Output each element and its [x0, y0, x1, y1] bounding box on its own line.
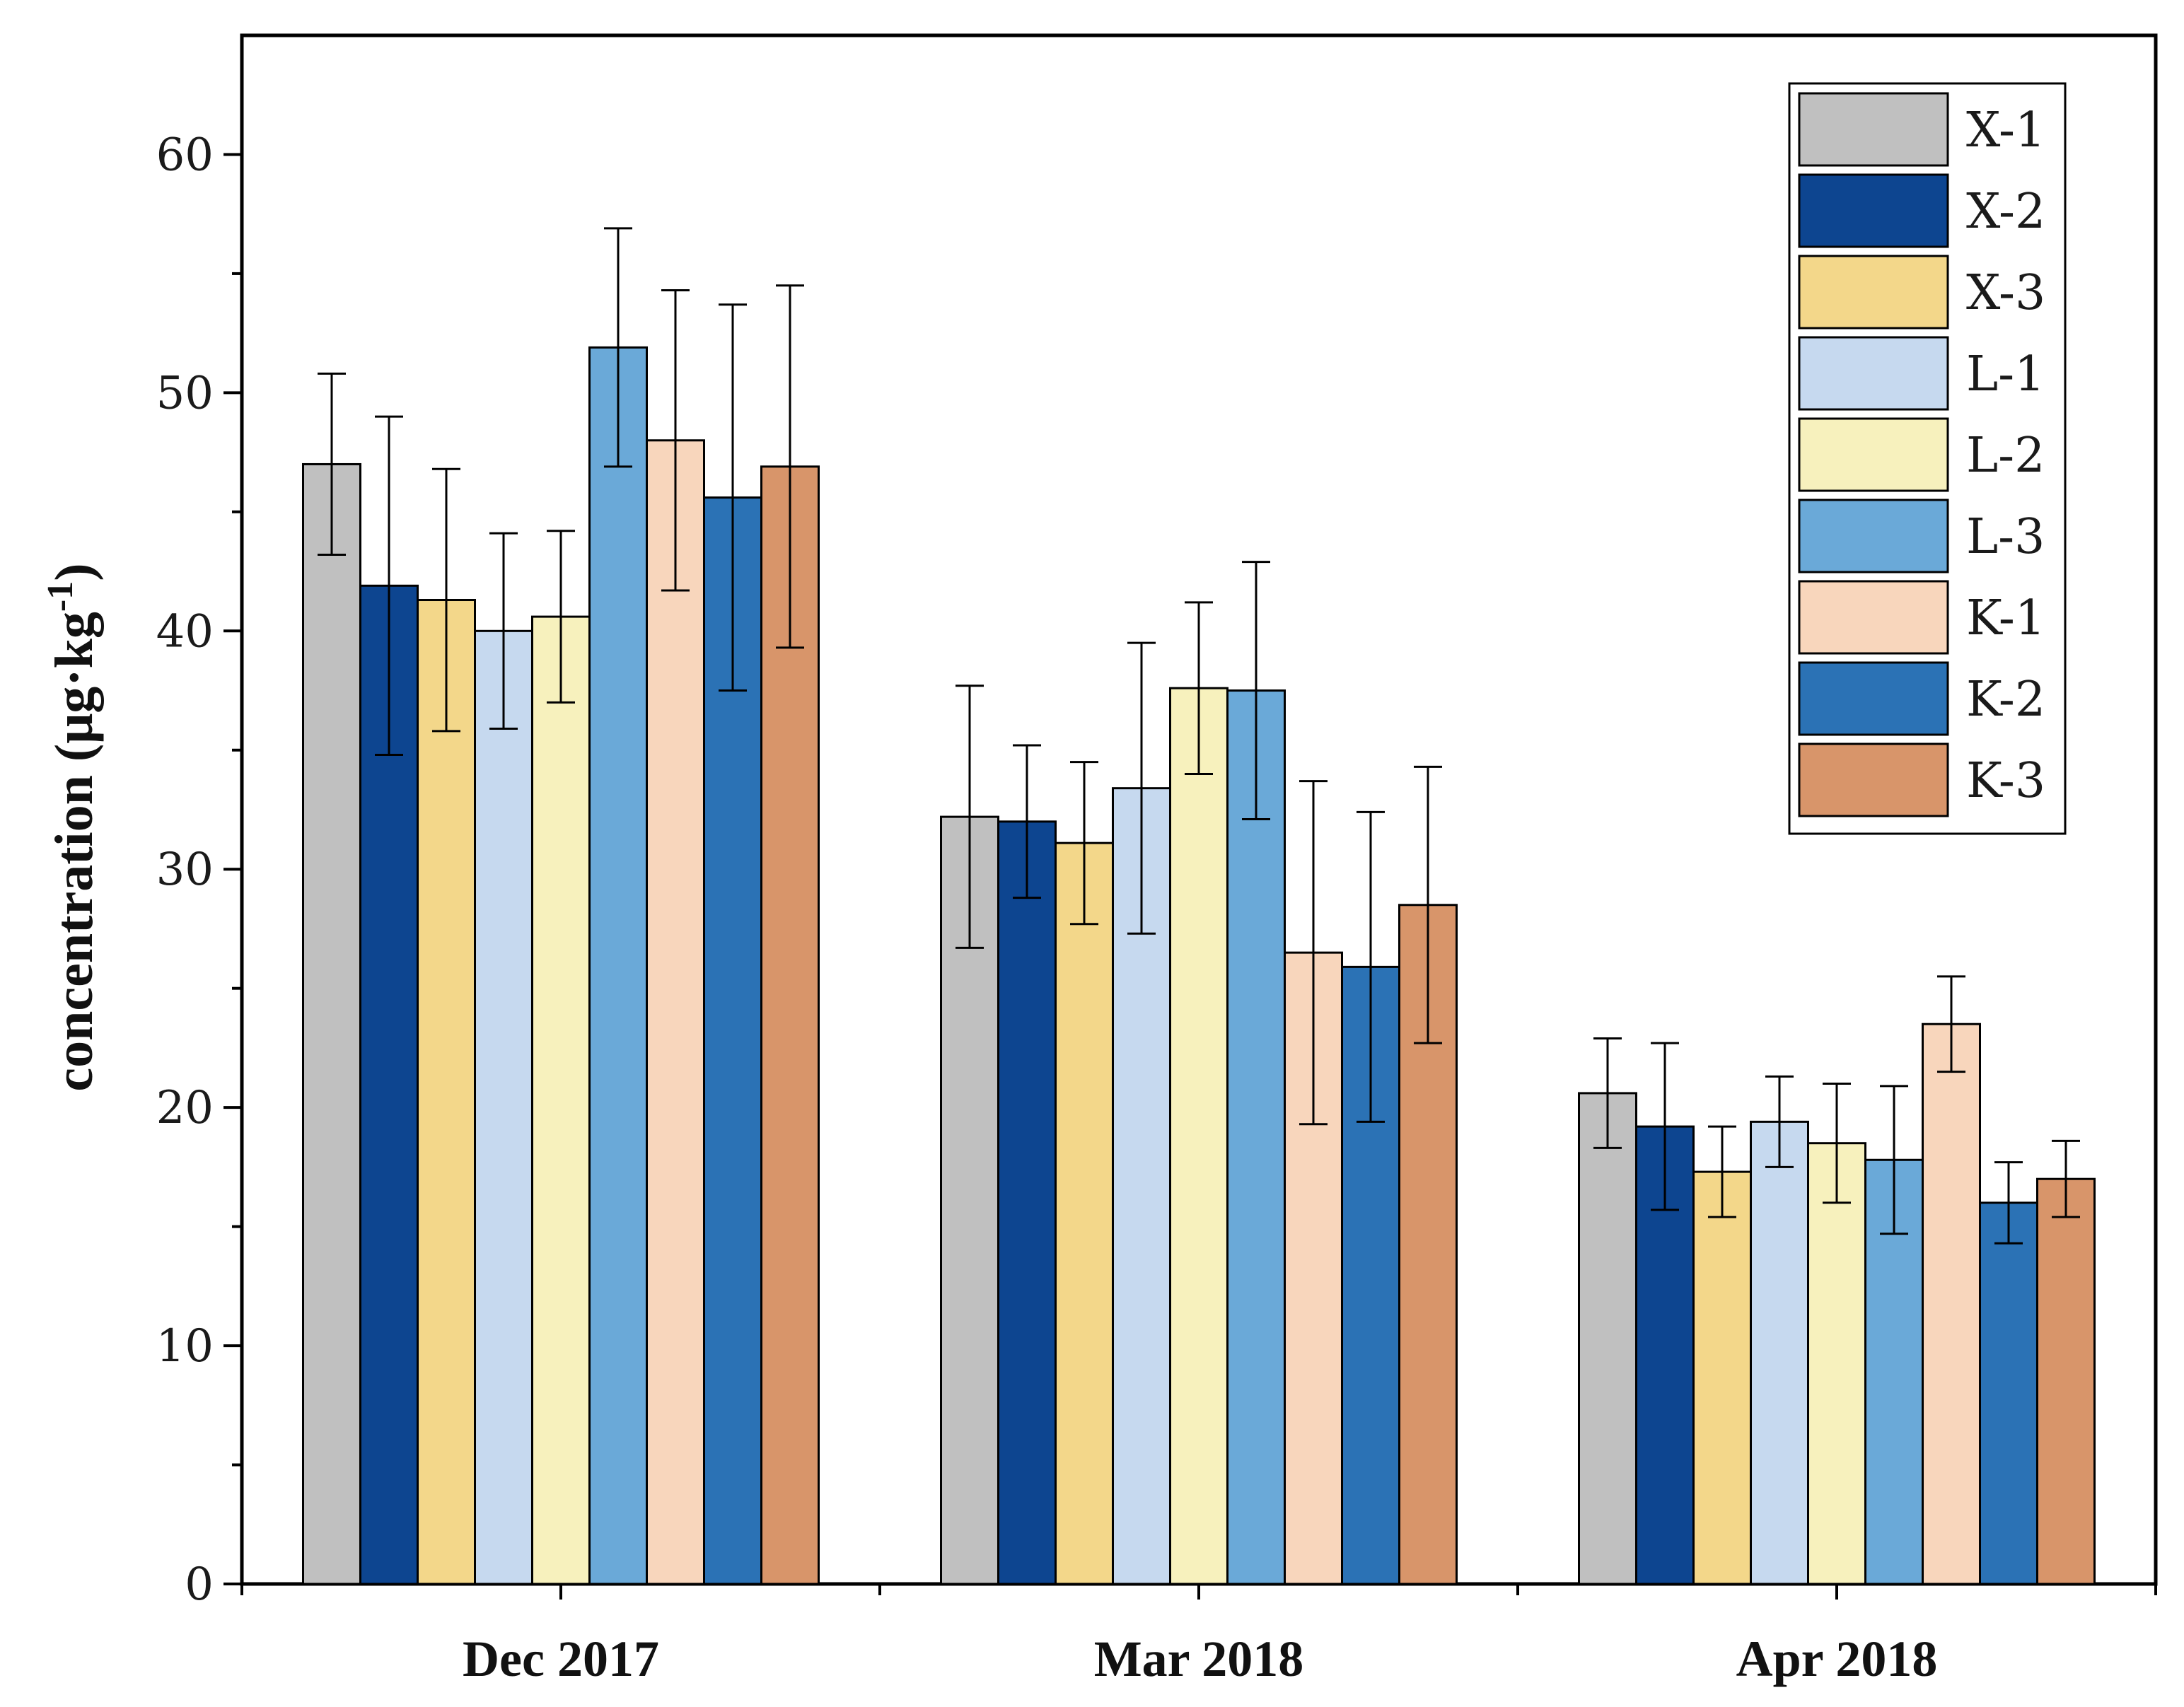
category-label: Dec 2017	[463, 1631, 659, 1687]
y-axis: 0 10 20 30 40 50 60	[156, 129, 242, 1611]
bar-L-1	[474, 629, 533, 1585]
legend-label: X-2	[1966, 184, 2045, 240]
bar-L-2	[1169, 687, 1228, 1585]
bar-X-1	[1578, 1092, 1637, 1585]
legend-swatch-X-1	[1798, 92, 1949, 167]
bars-layer	[302, 227, 2096, 1585]
legend: X-1 X-2 X-3 L-1 L-2 L-3 K-1 K-2 K-3	[1788, 82, 2067, 835]
legend-swatch-X-3	[1798, 255, 1949, 330]
legend-label: L-2	[1966, 428, 2045, 484]
bar-X-3	[1692, 1170, 1752, 1585]
category-label: Apr 2018	[1736, 1631, 1938, 1687]
bar-L-2	[1807, 1142, 1866, 1585]
bar-L-3	[1226, 689, 1286, 1585]
y-tick-label: 40	[156, 605, 214, 658]
bar-L-2	[531, 615, 591, 1585]
bar-X-2	[997, 820, 1057, 1585]
legend-label: K-2	[1966, 672, 2045, 728]
legend-swatch-L-2	[1798, 417, 1949, 492]
legend-label: K-1	[1966, 590, 2045, 646]
bar-X-3	[417, 599, 476, 1585]
legend-label: L-3	[1966, 509, 2045, 565]
legend-swatch-L-1	[1798, 336, 1949, 411]
legend-swatch-X-2	[1798, 173, 1949, 248]
bar-L-3	[588, 346, 648, 1585]
bar-K-3	[760, 465, 820, 1585]
legend-label: K-3	[1966, 753, 2045, 809]
bar-X-3	[1055, 841, 1114, 1585]
bar-K-3	[2036, 1177, 2096, 1585]
x-axis: Dec 2017 Mar 2018 Apr 2018	[240, 1584, 2157, 1687]
legend-swatch-K-1	[1798, 580, 1949, 655]
bar-K-1	[646, 439, 705, 1585]
legend-label: X-3	[1966, 265, 2045, 321]
legend-swatch-K-2	[1798, 661, 1949, 736]
bar-X-1	[302, 462, 361, 1585]
legend-label: X-1	[1966, 103, 2045, 158]
y-tick-label: 50	[156, 367, 214, 419]
legend-label: L-1	[1966, 346, 2045, 402]
y-tick-label: 0	[185, 1559, 214, 1611]
bar-K-1	[1922, 1023, 1981, 1585]
bar-L-1	[1750, 1120, 1809, 1585]
y-tick-label: 30	[156, 844, 214, 896]
y-axis-title: concentration (μg·kg-1)	[40, 563, 105, 1091]
legend-swatch-L-3	[1798, 499, 1949, 573]
y-tick-label: 10	[156, 1320, 214, 1373]
bar-K-2	[1979, 1201, 2038, 1585]
y-tick-label: 60	[156, 129, 214, 181]
y-tick-label: 20	[156, 1082, 214, 1134]
legend-swatch-K-3	[1798, 742, 1949, 817]
category-label: Mar 2018	[1094, 1631, 1304, 1687]
